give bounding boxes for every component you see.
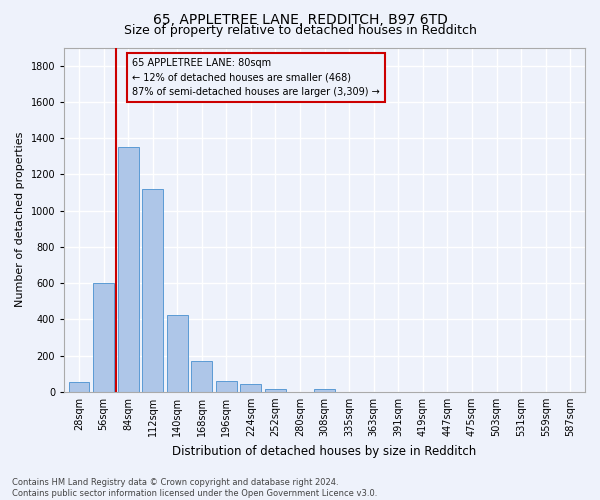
X-axis label: Distribution of detached houses by size in Redditch: Distribution of detached houses by size … bbox=[172, 444, 477, 458]
Text: Size of property relative to detached houses in Redditch: Size of property relative to detached ho… bbox=[124, 24, 476, 37]
Bar bbox=[314, 388, 335, 392]
Bar bbox=[93, 283, 114, 392]
Bar bbox=[68, 382, 89, 392]
Bar bbox=[191, 361, 212, 392]
Bar bbox=[241, 384, 262, 392]
Bar bbox=[167, 315, 188, 392]
Bar bbox=[118, 147, 139, 392]
Y-axis label: Number of detached properties: Number of detached properties bbox=[15, 132, 25, 308]
Text: Contains HM Land Registry data © Crown copyright and database right 2024.
Contai: Contains HM Land Registry data © Crown c… bbox=[12, 478, 377, 498]
Text: 65, APPLETREE LANE, REDDITCH, B97 6TD: 65, APPLETREE LANE, REDDITCH, B97 6TD bbox=[152, 12, 448, 26]
Bar bbox=[216, 381, 237, 392]
Bar bbox=[142, 189, 163, 392]
Bar bbox=[265, 388, 286, 392]
Text: 65 APPLETREE LANE: 80sqm
← 12% of detached houses are smaller (468)
87% of semi-: 65 APPLETREE LANE: 80sqm ← 12% of detach… bbox=[132, 58, 380, 98]
